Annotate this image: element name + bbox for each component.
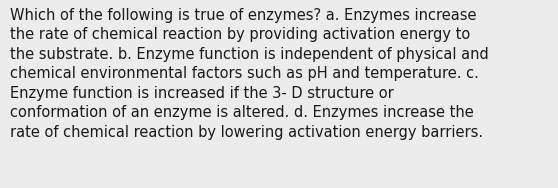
Text: Which of the following is true of enzymes? a. Enzymes increase
the rate of chemi: Which of the following is true of enzyme…: [10, 8, 489, 140]
